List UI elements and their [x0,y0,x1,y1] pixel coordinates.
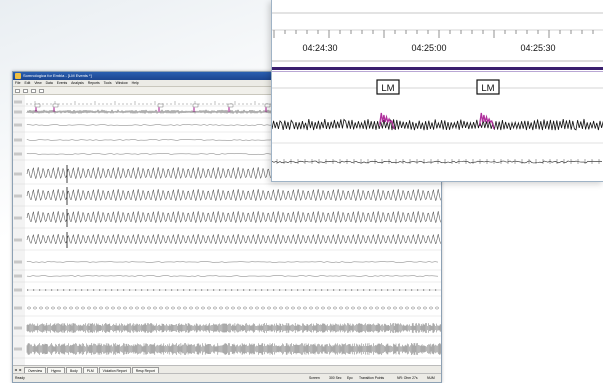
menu-file[interactable]: File [15,81,21,85]
status-epoch: Epc [347,376,353,380]
menu-analysis[interactable]: Analysis [71,81,84,85]
channel-trace [13,288,441,297]
tab-violation-report[interactable]: Violation Report [98,366,131,374]
channel-trace [13,232,441,251]
event-marker-lm[interactable]: LM [476,79,500,95]
app-icon [15,73,21,79]
time-label: 04:25:30 [520,43,555,53]
event-label: LM [381,83,394,94]
status-num: NUM [427,376,435,380]
time-label: 04:25:00 [411,43,446,53]
toolbar [13,87,441,95]
lower-channel-trace [272,159,603,164]
menu-bar: File Edit View Data Events Analysis Repo… [13,80,441,87]
menu-help[interactable]: Help [131,81,139,85]
menu-data[interactable]: Data [45,81,53,85]
menu-reports[interactable]: Reports [87,81,100,85]
channel-trace [13,306,441,317]
status-impedance: NR: Ohm 27s [397,376,418,380]
tab-resp-report[interactable]: Resp Report [131,366,159,374]
tab-hypno[interactable]: Hypno [47,366,65,374]
toolbar-button[interactable] [39,88,44,93]
channel-trace [13,274,441,283]
menu-view[interactable]: View [34,81,42,85]
toolbar-button[interactable] [15,88,20,93]
channel-trace [13,343,441,359]
channel-trace [13,260,441,271]
status-ready: Ready [15,376,25,380]
channel-trace [13,209,441,229]
window-title: Somnologica for Embla - [LM Events *] [23,73,92,78]
menu-tools[interactable]: Tools [103,81,112,85]
event-marker-lm[interactable]: LM [376,79,400,95]
leg-emg-trace [272,112,603,131]
tab-prev-icon[interactable]: ◄ [13,368,18,372]
status-duration: 300 Sec [329,376,342,380]
event-label: LM [481,83,494,94]
time-axis [273,30,594,38]
zoomed-trace-panel: 04:24:30 04:25:00 04:25:30 LM LM [272,0,603,181]
status-transition: Transition Points [359,376,385,380]
menu-window[interactable]: Window [115,81,128,85]
sheet-tab-bar: ◄ ► Overview Hypno Body PLM Violation Re… [13,365,441,374]
menu-edit[interactable]: Edit [24,81,31,85]
time-label: 04:24:30 [302,43,337,53]
menu-events[interactable]: Events [56,81,68,85]
status-bar: Ready Screen 300 Sec Epc Transition Poin… [13,373,441,382]
status-screen: Screen [309,376,320,380]
toolbar-button[interactable] [31,88,36,93]
tab-body[interactable]: Body [65,366,82,374]
channel-trace [13,187,441,207]
zoomed-signal-view: 04:24:30 04:25:00 04:25:30 LM LM [271,0,603,182]
tab-overview[interactable]: Overview [24,366,47,374]
channel-trace [13,323,441,337]
toolbar-button[interactable] [23,88,28,93]
event-channel-bar [272,67,603,70]
tab-next-icon[interactable]: ► [18,368,23,372]
tab-plm[interactable]: PLM [82,366,98,374]
